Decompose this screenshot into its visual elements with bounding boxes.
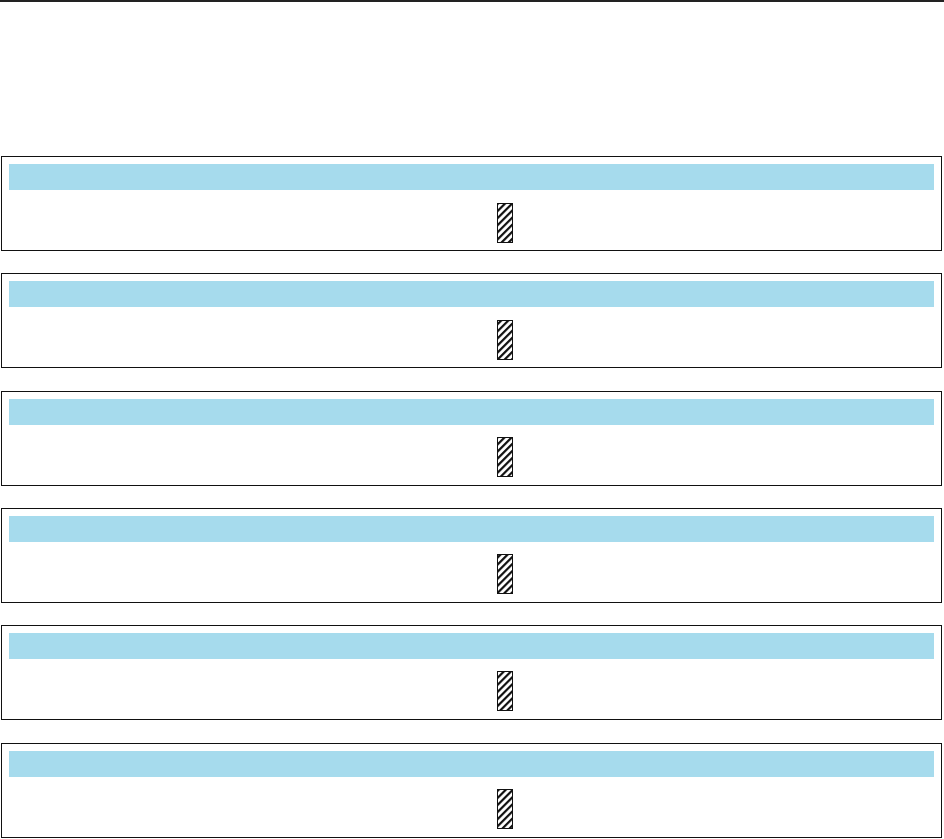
panel xyxy=(1,273,942,368)
panel xyxy=(1,508,942,603)
panel-header xyxy=(9,633,934,659)
placeholder xyxy=(497,203,513,243)
panel-header xyxy=(9,281,934,307)
placeholder xyxy=(497,437,513,477)
top-rule xyxy=(0,0,944,2)
placeholder xyxy=(497,789,513,829)
panel xyxy=(1,743,942,838)
panel xyxy=(1,156,942,251)
panel-header xyxy=(9,751,934,777)
placeholder xyxy=(497,554,513,594)
placeholder xyxy=(497,671,513,711)
panel xyxy=(1,391,942,486)
panel-header xyxy=(9,399,934,425)
placeholder xyxy=(497,320,513,360)
panel-header xyxy=(9,164,934,190)
panel-header xyxy=(9,516,934,542)
panel xyxy=(1,625,942,720)
